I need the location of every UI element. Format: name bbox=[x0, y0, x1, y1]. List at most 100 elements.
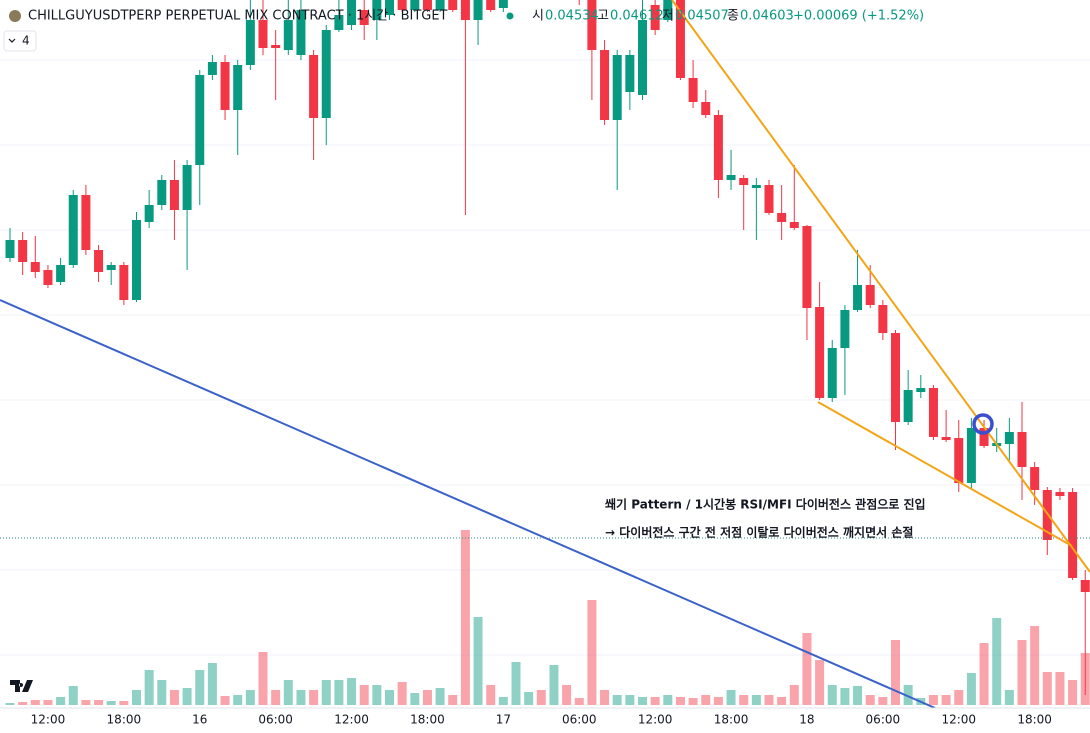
candle-body bbox=[397, 0, 407, 10]
volume-bar bbox=[1042, 672, 1052, 705]
candle-body bbox=[359, 10, 369, 25]
indicators-toggle[interactable] bbox=[3, 30, 37, 52]
candle-body bbox=[144, 205, 154, 222]
volume-bar bbox=[245, 690, 255, 705]
x-tick-label: 18:00 bbox=[107, 713, 142, 727]
candle-body bbox=[891, 333, 900, 422]
annotation: 쐐기 Pattern / 1시간봉 RSI/MFI 다이버전스 관점으로 진입 bbox=[605, 497, 926, 512]
volume-bar bbox=[891, 640, 900, 705]
candle-body bbox=[460, 0, 470, 20]
candle-body bbox=[612, 55, 622, 120]
candle-body bbox=[30, 262, 40, 272]
volume-bar bbox=[739, 695, 749, 705]
candle-body bbox=[1017, 432, 1027, 467]
volume-bar bbox=[410, 693, 420, 705]
volume-bar bbox=[777, 697, 787, 705]
candle-body bbox=[372, 0, 382, 20]
volume-bar bbox=[169, 690, 179, 705]
volume-bar bbox=[549, 665, 559, 705]
volume-bar bbox=[562, 685, 572, 705]
candle-body bbox=[309, 55, 319, 118]
candle-body bbox=[650, 5, 660, 30]
volume-bar bbox=[966, 673, 976, 705]
volume-bar bbox=[385, 690, 394, 705]
candle-body bbox=[739, 178, 749, 185]
candle-body bbox=[43, 270, 53, 285]
x-tick-label: 18:00 bbox=[714, 713, 749, 727]
x-tick-label: 18 bbox=[799, 713, 814, 727]
candle-body bbox=[498, 0, 508, 8]
x-tick-label: 12:00 bbox=[941, 713, 976, 727]
volume-bar bbox=[827, 685, 837, 705]
candle-body bbox=[233, 65, 243, 110]
candle-body bbox=[827, 348, 837, 398]
volume-bar bbox=[878, 697, 888, 705]
volume-bar bbox=[422, 690, 432, 705]
candle-body bbox=[157, 180, 167, 205]
candle-body bbox=[764, 185, 774, 213]
candle-body bbox=[94, 250, 104, 272]
volume-bar bbox=[119, 701, 129, 705]
volume-bar bbox=[258, 652, 268, 705]
volume-bar bbox=[56, 697, 66, 705]
wedge-upper bbox=[671, 0, 1090, 573]
volume-bar bbox=[713, 697, 723, 705]
volume-bar bbox=[802, 633, 812, 705]
ohlc-value: 0.04507 bbox=[675, 9, 729, 24]
volume-bar bbox=[903, 685, 913, 705]
candle-body bbox=[954, 438, 964, 483]
volume-bar bbox=[1004, 690, 1014, 705]
candle-body bbox=[625, 55, 635, 92]
candle-body bbox=[600, 50, 610, 120]
volume-bar bbox=[1055, 672, 1065, 705]
volume-bar bbox=[486, 685, 496, 705]
volume-bar bbox=[524, 692, 534, 705]
volume-bar bbox=[309, 690, 319, 705]
candle-body bbox=[271, 45, 281, 48]
candle-body bbox=[448, 0, 458, 10]
volume-bar bbox=[435, 688, 445, 705]
candle-body bbox=[1055, 492, 1065, 496]
x-tick-label: 12:00 bbox=[31, 713, 66, 727]
x-tick-label: 06:00 bbox=[866, 713, 901, 727]
volume-bar bbox=[359, 685, 369, 705]
ohlc-label: 고 bbox=[597, 9, 609, 24]
candle-body bbox=[928, 388, 938, 437]
volume-bar bbox=[207, 663, 217, 705]
volume-bar bbox=[688, 698, 698, 705]
grid bbox=[0, 59, 1090, 656]
candle-body bbox=[220, 62, 230, 110]
volume-bar bbox=[979, 643, 989, 705]
volume-bar bbox=[334, 680, 344, 705]
candle-body bbox=[1004, 432, 1014, 444]
ohlc-label: 저 bbox=[662, 9, 674, 24]
candle-body bbox=[587, 0, 597, 50]
candle-body bbox=[334, 15, 344, 30]
candle-body bbox=[815, 307, 825, 398]
x-tick-label: 17 bbox=[496, 713, 511, 727]
ohlc-value: 0.04612 bbox=[610, 9, 664, 24]
volume-bar bbox=[43, 700, 53, 705]
volume-bar bbox=[511, 662, 521, 705]
annotation: → 다이버전스 구간 전 저점 이탈로 다이버전스 깨지면서 손절 bbox=[605, 525, 913, 540]
candle-body bbox=[182, 165, 192, 210]
ohlc-value: 0.04534 bbox=[545, 9, 599, 24]
candle-body bbox=[207, 62, 217, 75]
candle-body bbox=[1030, 467, 1040, 490]
indicator-count: 4 bbox=[22, 34, 30, 48]
candle-body bbox=[966, 428, 976, 483]
volume-bar bbox=[840, 688, 850, 705]
x-tick-label: 12:00 bbox=[334, 713, 369, 727]
candle-body bbox=[903, 390, 913, 422]
volume-pane bbox=[5, 530, 1090, 705]
candle-body bbox=[789, 222, 799, 228]
volume-bar bbox=[701, 695, 711, 705]
candle-body bbox=[941, 437, 951, 440]
volume-bar bbox=[954, 690, 964, 705]
entry-marker bbox=[972, 413, 994, 435]
volume-bar bbox=[68, 686, 78, 705]
candle-body bbox=[385, 0, 394, 15]
candle-body bbox=[878, 305, 888, 333]
volume-bar bbox=[283, 680, 293, 705]
